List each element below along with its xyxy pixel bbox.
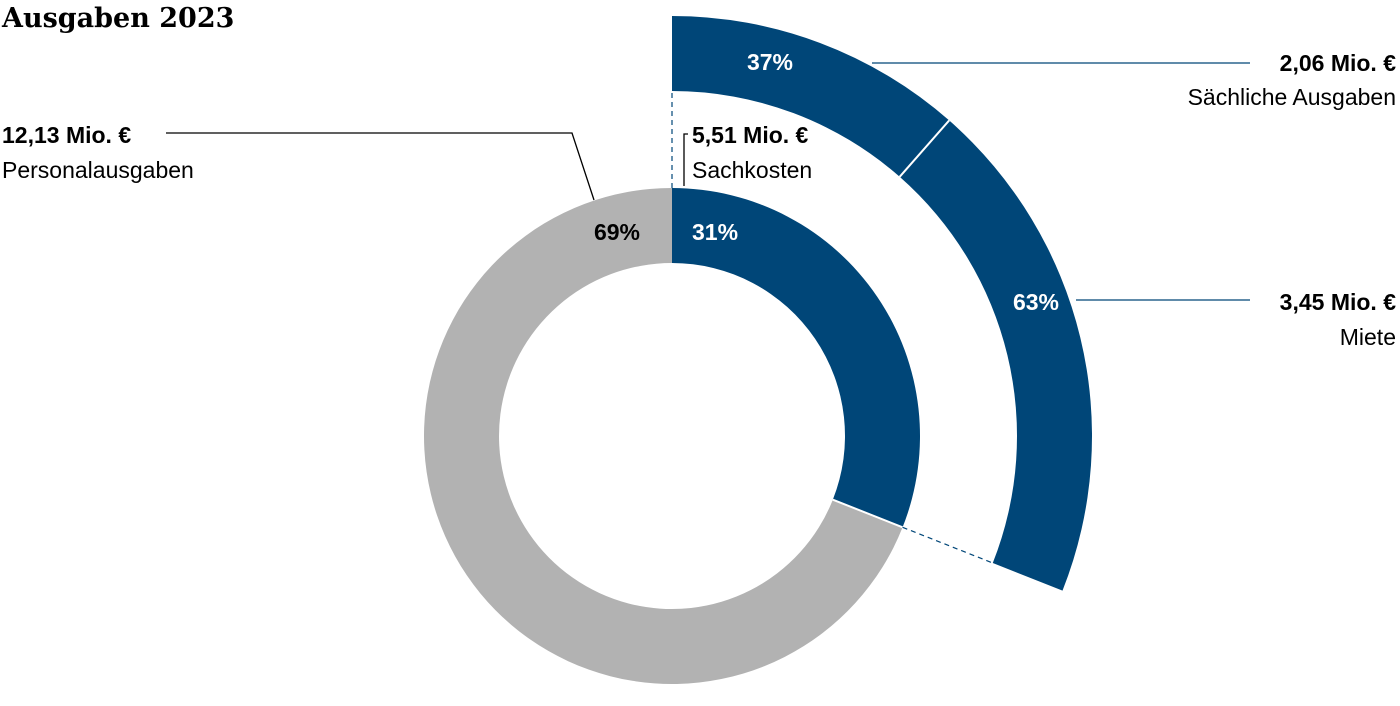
data-label-percent: 69% [594,219,640,245]
slice-separator [832,498,903,529]
slice-miete [899,120,1092,591]
leader-line [166,132,595,201]
slice-separator [898,119,950,178]
callout-amount: 5,51 Mio. € [692,122,809,148]
callout-name: Sächliche Ausgaben [1188,84,1396,110]
slice-saechliche-ausgaben [672,16,950,177]
callout-amount: 12,13 Mio. € [2,122,131,148]
callout-name: Sachkosten [692,157,812,183]
callout-name: Personalausgaben [2,157,194,183]
slice-personalausgaben [424,188,903,684]
connector-dashed-line [902,526,993,564]
leader-line [683,133,688,186]
callout-name: Miete [1340,324,1396,350]
slice-sachkosten [672,188,920,528]
callout-amount: 2,06 Mio. € [1280,50,1397,76]
data-label-percent: 37% [747,49,793,75]
data-label-percent: 63% [1013,289,1059,315]
callout-amount: 3,45 Mio. € [1280,289,1397,315]
chart-title: Ausgaben 2023 [1,3,234,34]
data-label-percent: 31% [692,219,738,245]
